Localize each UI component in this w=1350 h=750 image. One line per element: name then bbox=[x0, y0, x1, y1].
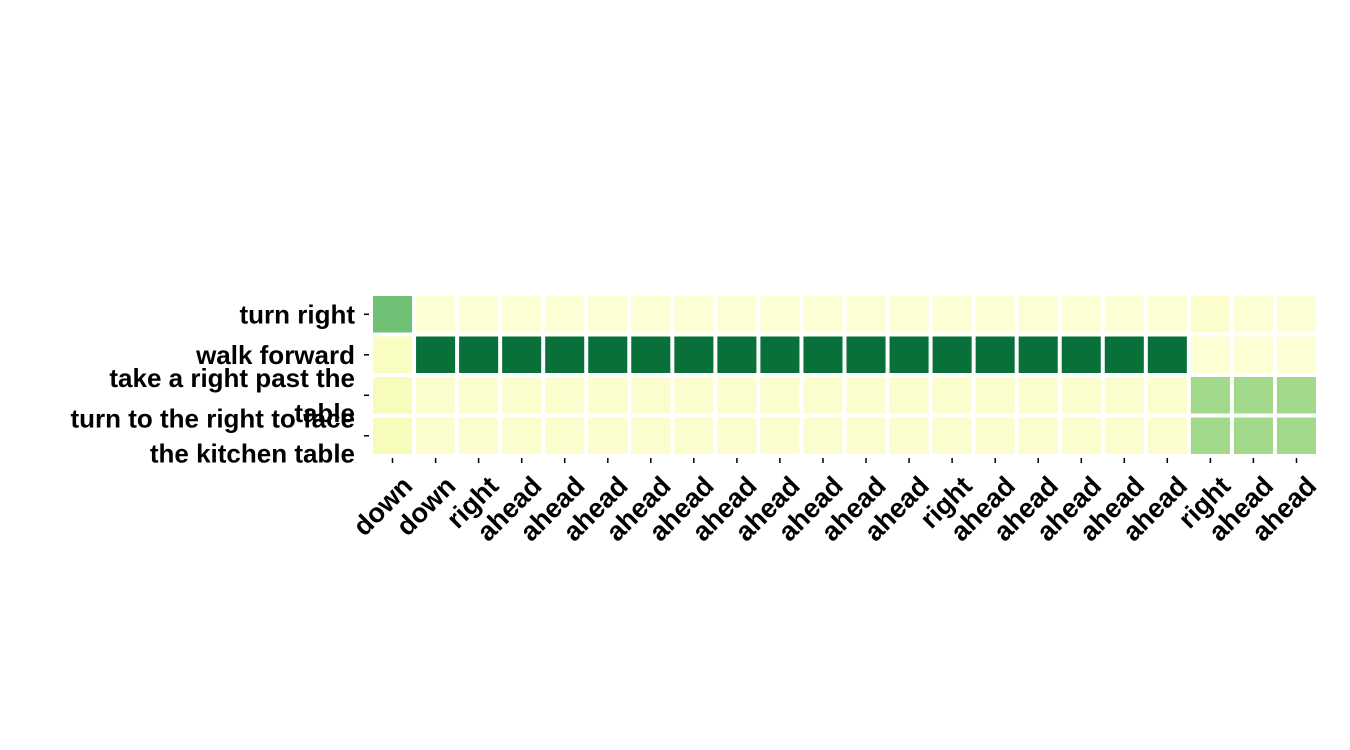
heatmap-cell-r2-c12 bbox=[889, 377, 929, 414]
heatmap-cell-r1-c3 bbox=[502, 336, 542, 373]
heatmap-cell-r2-c0 bbox=[373, 377, 413, 414]
heatmap-cell-r0-c17 bbox=[1104, 296, 1144, 333]
heatmap-cell-r3-c11 bbox=[846, 417, 886, 454]
heatmap-cell-r2-c13 bbox=[932, 377, 972, 414]
heatmap-cell-r0-c15 bbox=[1018, 296, 1058, 333]
heatmap-cell-r2-c21 bbox=[1276, 377, 1316, 414]
heatmap-cell-r2-c14 bbox=[975, 377, 1015, 414]
heatmap-cells bbox=[373, 296, 1316, 454]
heatmap-cell-r0-c0 bbox=[373, 296, 413, 333]
heatmap-cell-r1-c0 bbox=[373, 336, 413, 373]
heatmap-cell-r3-c13 bbox=[932, 417, 972, 454]
heatmap-cell-r3-c8 bbox=[717, 417, 757, 454]
heatmap-cell-r3-c17 bbox=[1104, 417, 1144, 454]
heatmap-cell-r3-c21 bbox=[1276, 417, 1316, 454]
heatmap-cell-r3-c15 bbox=[1018, 417, 1058, 454]
heatmap-cell-r3-c1 bbox=[416, 417, 456, 454]
row-label-3-line-1: the kitchen table bbox=[150, 438, 355, 468]
heatmap-cell-r2-c5 bbox=[588, 377, 628, 414]
heatmap-cell-r2-c10 bbox=[803, 377, 843, 414]
heatmap-cell-r0-c13 bbox=[932, 296, 972, 333]
heatmap-cell-r0-c20 bbox=[1233, 296, 1273, 333]
heatmap-cell-r2-c17 bbox=[1104, 377, 1144, 414]
heatmap-cell-r2-c7 bbox=[674, 377, 714, 414]
heatmap-cell-r1-c10 bbox=[803, 336, 843, 373]
heatmap-cell-r1-c6 bbox=[631, 336, 671, 373]
heatmap-cell-r1-c7 bbox=[674, 336, 714, 373]
heatmap-cell-r1-c12 bbox=[889, 336, 929, 373]
heatmap-cell-r1-c19 bbox=[1190, 336, 1230, 373]
heatmap-cell-r2-c9 bbox=[760, 377, 800, 414]
heatmap-cell-r2-c19 bbox=[1190, 377, 1230, 414]
heatmap-cell-r1-c16 bbox=[1061, 336, 1101, 373]
heatmap-cell-r1-c13 bbox=[932, 336, 972, 373]
heatmap-cell-r1-c11 bbox=[846, 336, 886, 373]
heatmap-cell-r1-c21 bbox=[1276, 336, 1316, 373]
heatmap-cell-r3-c5 bbox=[588, 417, 628, 454]
heatmap-cell-r3-c6 bbox=[631, 417, 671, 454]
heatmap-cell-r3-c18 bbox=[1147, 417, 1187, 454]
heatmap-cell-r3-c16 bbox=[1061, 417, 1101, 454]
heatmap-cell-r2-c15 bbox=[1018, 377, 1058, 414]
heatmap-cell-r0-c6 bbox=[631, 296, 671, 333]
heatmap-cell-r0-c12 bbox=[889, 296, 929, 333]
row-label-3-line-0: turn to the right to face bbox=[70, 403, 355, 433]
heatmap-cell-r0-c4 bbox=[545, 296, 585, 333]
heatmap-cell-r0-c1 bbox=[416, 296, 456, 333]
heatmap-cell-r1-c15 bbox=[1018, 336, 1058, 373]
heatmap-cell-r1-c17 bbox=[1104, 336, 1144, 373]
heatmap-cell-r2-c6 bbox=[631, 377, 671, 414]
heatmap-cell-r3-c3 bbox=[502, 417, 542, 454]
heatmap-cell-r2-c18 bbox=[1147, 377, 1187, 414]
heatmap-cell-r0-c11 bbox=[846, 296, 886, 333]
heatmap-cell-r3-c4 bbox=[545, 417, 585, 454]
heatmap-cell-r3-c12 bbox=[889, 417, 929, 454]
heatmap-cell-r1-c8 bbox=[717, 336, 757, 373]
heatmap-cell-r0-c14 bbox=[975, 296, 1015, 333]
heatmap-cell-r1-c2 bbox=[459, 336, 499, 373]
heatmap-cell-r1-c20 bbox=[1233, 336, 1273, 373]
heatmap-cell-r3-c7 bbox=[674, 417, 714, 454]
heatmap-cell-r1-c9 bbox=[760, 336, 800, 373]
heatmap-cell-r3-c20 bbox=[1233, 417, 1273, 454]
heatmap-cell-r2-c20 bbox=[1233, 377, 1273, 414]
heatmap-cell-r2-c11 bbox=[846, 377, 886, 414]
column-labels: downdownrightaheadaheadaheadaheadaheadah… bbox=[347, 458, 1322, 547]
heatmap-cell-r3-c14 bbox=[975, 417, 1015, 454]
row-label-0-line-0: turn right bbox=[239, 299, 355, 329]
heatmap-cell-r3-c9 bbox=[760, 417, 800, 454]
heatmap-cell-r0-c9 bbox=[760, 296, 800, 333]
heatmap-cell-r2-c2 bbox=[459, 377, 499, 414]
heatmap-cell-r0-c10 bbox=[803, 296, 843, 333]
heatmap-cell-r2-c16 bbox=[1061, 377, 1101, 414]
heatmap-cell-r3-c19 bbox=[1190, 417, 1230, 454]
heatmap-cell-r3-c10 bbox=[803, 417, 843, 454]
heatmap-cell-r1-c18 bbox=[1147, 336, 1187, 373]
heatmap-cell-r0-c5 bbox=[588, 296, 628, 333]
heatmap-cell-r1-c1 bbox=[416, 336, 456, 373]
heatmap-cell-r0-c18 bbox=[1147, 296, 1187, 333]
heatmap-cell-r2-c4 bbox=[545, 377, 585, 414]
heatmap-cell-r3-c2 bbox=[459, 417, 499, 454]
row-label-1-line-0: walk forward bbox=[195, 340, 355, 370]
heatmap-cell-r1-c5 bbox=[588, 336, 628, 373]
heatmap-cell-r0-c7 bbox=[674, 296, 714, 333]
row-label-2-line-1: table bbox=[294, 398, 355, 428]
heatmap-cell-r0-c3 bbox=[502, 296, 542, 333]
heatmap-cell-r0-c8 bbox=[717, 296, 757, 333]
heatmap-cell-r2-c3 bbox=[502, 377, 542, 414]
heatmap-cell-r0-c21 bbox=[1276, 296, 1316, 333]
heatmap-cell-r0-c19 bbox=[1190, 296, 1230, 333]
heatmap-cell-r2-c1 bbox=[416, 377, 456, 414]
heatmap-cell-r1-c14 bbox=[975, 336, 1015, 373]
heatmap-cell-r3-c0 bbox=[373, 417, 413, 454]
heatmap-cell-r2-c8 bbox=[717, 377, 757, 414]
row-label-2-line-0: take a right past the bbox=[109, 363, 355, 393]
heatmap-cell-r1-c4 bbox=[545, 336, 585, 373]
heatmap-cell-r0-c16 bbox=[1061, 296, 1101, 333]
heatmap-cell-r0-c2 bbox=[459, 296, 499, 333]
